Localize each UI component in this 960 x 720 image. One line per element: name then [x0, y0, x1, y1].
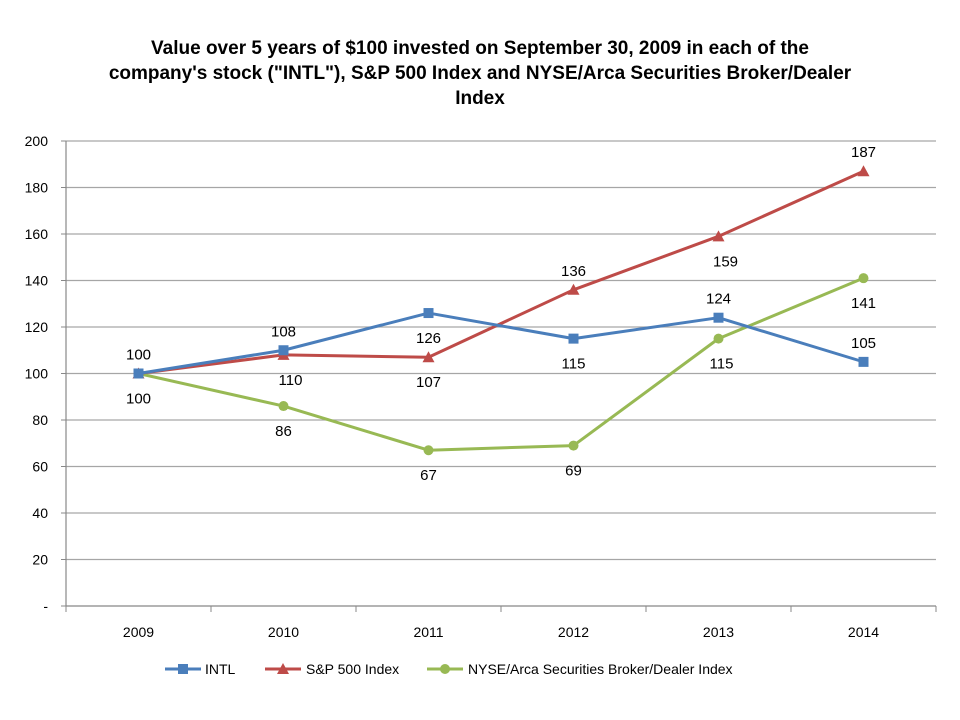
y-tick-label: 160 — [25, 226, 49, 242]
data-point-marker — [133, 368, 144, 379]
legend-label: NYSE/Arca Securities Broker/Dealer Index — [468, 661, 733, 677]
x-tick-label: 2010 — [268, 624, 299, 640]
data-label: 124 — [706, 291, 731, 308]
x-tick-label: 2011 — [413, 624, 443, 640]
series-lines — [132, 165, 870, 456]
data-label: 107 — [416, 374, 441, 391]
y-tick-label: 80 — [32, 412, 48, 428]
legend-marker — [178, 664, 188, 674]
data-label: 69 — [565, 463, 582, 480]
x-tick-label: 2014 — [848, 624, 879, 640]
data-label: 67 — [420, 467, 437, 484]
data-label: 115 — [710, 356, 734, 373]
data-point-marker — [712, 230, 725, 242]
data-label: 110 — [279, 372, 303, 389]
legend-label: INTL — [205, 661, 236, 677]
chart-title-line: company's stock ("INTL"), S&P 500 Index … — [108, 63, 852, 84]
data-label: 115 — [562, 356, 586, 373]
y-tick-label: 100 — [25, 366, 49, 382]
legend-item-2: NYSE/Arca Securities Broker/Dealer Index — [427, 661, 733, 677]
data-point-marker — [423, 308, 434, 319]
legend-marker — [277, 663, 289, 674]
data-point-marker — [858, 356, 869, 367]
x-tick-label: 2012 — [558, 624, 589, 640]
y-tick-label: 40 — [32, 505, 48, 521]
data-point-marker — [858, 273, 869, 284]
data-label: 126 — [416, 330, 441, 347]
data-labels: 108 126 115 124 105 100 110 107 136 159 187 100 86 67… — [126, 144, 876, 484]
data-point-marker — [568, 440, 579, 451]
data-point-marker — [857, 165, 870, 177]
y-tick-label: 20 — [32, 552, 48, 568]
data-point-marker — [713, 312, 724, 323]
data-point-marker — [278, 401, 289, 412]
y-tick-label: 120 — [25, 319, 49, 335]
data-point-marker — [422, 351, 435, 363]
legend: INTL S&P 500 Index NYSE/Arca Securities Br… — [165, 661, 733, 677]
y-tick-label: 180 — [25, 180, 49, 196]
data-point-marker — [278, 345, 289, 356]
chart-title-line: Value over 5 years of $100 invested on S… — [151, 38, 809, 59]
axes: - 20 40 60 80 100 120 140 160 180 200 2009 2010 2011 2… — [25, 133, 937, 640]
data-label: 86 — [275, 423, 292, 440]
data-label: 100 — [126, 347, 151, 364]
data-point-marker — [567, 283, 580, 295]
chart-title-line: Index — [455, 88, 505, 109]
data-label: 105 — [851, 335, 876, 352]
data-point-marker — [423, 445, 434, 456]
x-tick-label: 2009 — [123, 624, 154, 640]
data-label: 187 — [851, 144, 876, 161]
data-label: 136 — [561, 263, 586, 280]
series-line-1 — [138, 169, 865, 375]
y-tick-label: 200 — [25, 133, 49, 149]
y-tick-label: 140 — [25, 273, 49, 289]
series-line-0 — [138, 311, 864, 375]
legend-item-0: INTL — [165, 661, 236, 677]
data-point-marker — [713, 333, 724, 344]
data-point-marker — [568, 333, 579, 344]
legend-label: S&P 500 Index — [306, 661, 399, 677]
y-tick-label: 60 — [32, 459, 48, 475]
data-label: 159 — [713, 253, 738, 270]
data-label: 141 — [851, 295, 876, 312]
legend-item-1: S&P 500 Index — [265, 661, 399, 677]
data-label: 108 — [271, 323, 296, 340]
legend-marker — [440, 664, 450, 674]
x-tick-label: 2013 — [703, 624, 734, 640]
data-label: 100 — [126, 391, 151, 408]
gridlines — [66, 140, 936, 561]
chart-title: Value over 5 years of $100 invested on S… — [100, 36, 860, 111]
series-line-2 — [138, 276, 865, 452]
y-tick-label: - — [43, 598, 48, 614]
